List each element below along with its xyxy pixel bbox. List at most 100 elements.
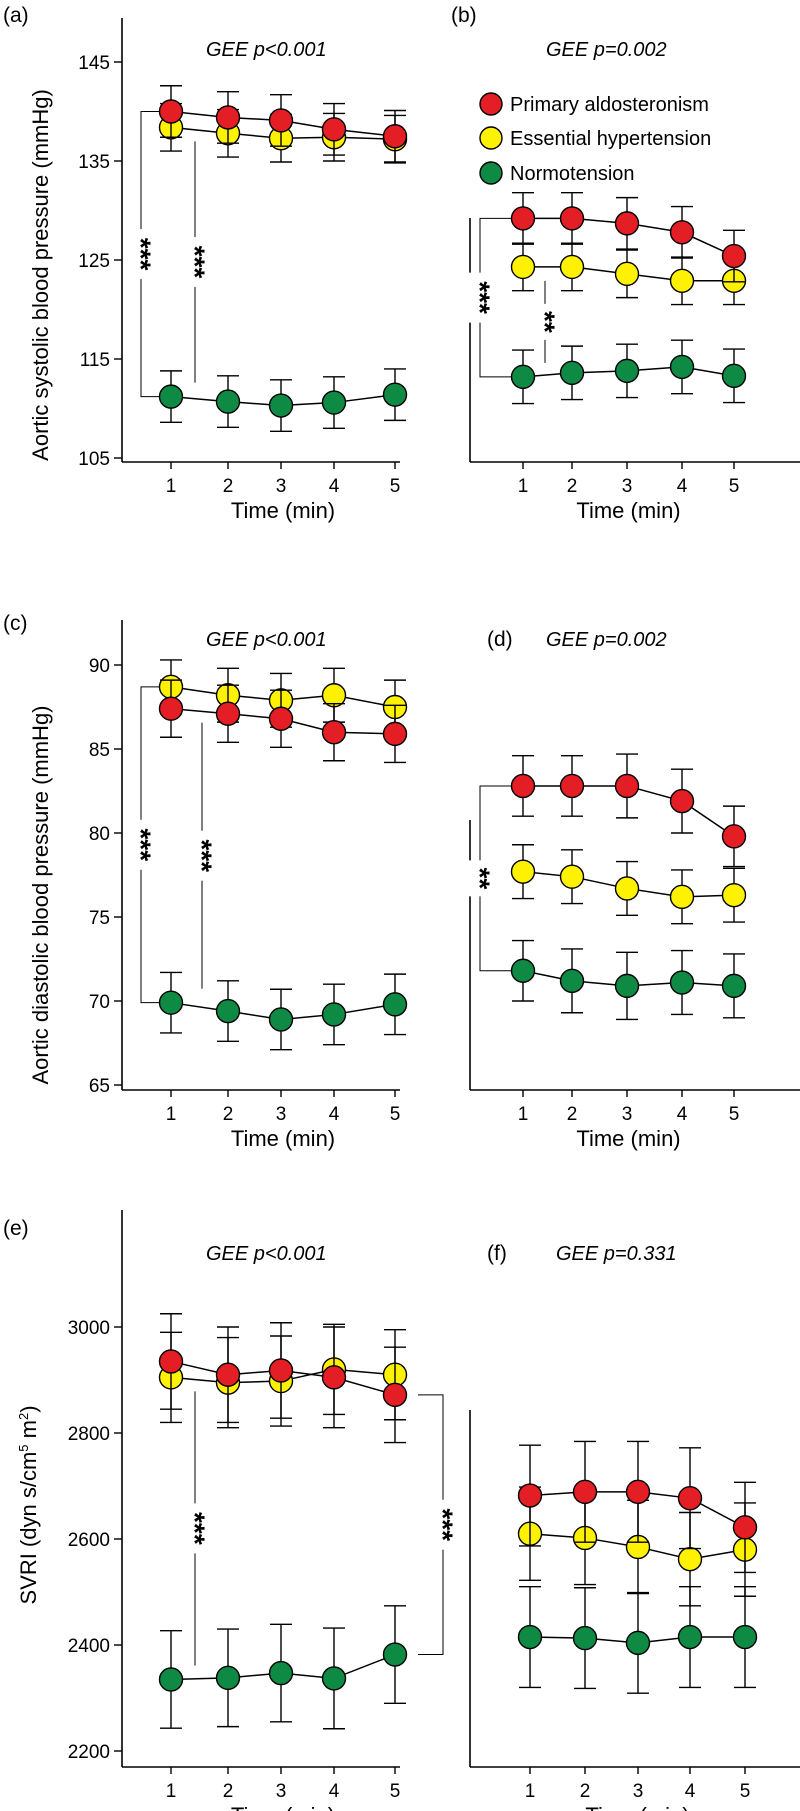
- data-point: [215, 105, 241, 130]
- y-tick-label: 85: [89, 740, 110, 761]
- x-tick-label: 3: [276, 1104, 287, 1125]
- data-point: [721, 243, 747, 269]
- data-point: [721, 363, 747, 389]
- legend: Primary aldosteronism Essential hyperten…: [479, 92, 711, 185]
- data-point: [268, 1358, 294, 1383]
- significance-label: ***: [180, 246, 211, 279]
- data-point: [677, 1624, 703, 1650]
- data-point: [158, 1667, 184, 1692]
- data-point: [382, 1382, 408, 1408]
- x-tick-label: 4: [329, 1781, 340, 1802]
- x-axis-title: Time (min): [231, 498, 335, 523]
- x-tick-label: 5: [729, 476, 740, 497]
- x-tick-label: 1: [166, 1104, 177, 1125]
- x-tick-label: 5: [729, 1104, 740, 1125]
- x-tick-label: 2: [223, 1104, 234, 1125]
- data-point: [215, 701, 241, 726]
- data-point: [510, 206, 536, 231]
- x-tick-label: 2: [223, 1781, 234, 1802]
- x-tick-label: 1: [166, 476, 177, 497]
- series-normotension: [517, 1585, 758, 1694]
- x-tick-label: 4: [329, 476, 340, 497]
- significance-label: ***: [187, 839, 218, 872]
- series-primary-aldosteronism: [517, 1440, 758, 1574]
- data-point: [321, 1365, 347, 1390]
- panel-f: 1 2 3 4 5 Time (min) (f) GEE p=0.331: [469, 1242, 800, 1811]
- gee-title: GEE p=0.002: [546, 629, 667, 651]
- data-point: [625, 1630, 651, 1656]
- gee-title: GEE p=0.002: [546, 39, 667, 61]
- significance-bracket: ***: [126, 686, 168, 1004]
- data-point: [158, 99, 184, 124]
- significance-bracket: ***: [180, 1391, 211, 1666]
- y-tick-label: 3000: [68, 1318, 110, 1339]
- significance-bracket: ***: [418, 1394, 459, 1656]
- data-point: [510, 773, 536, 799]
- x-tick-label: 2: [223, 476, 234, 497]
- x-axis-title: Time (min): [576, 498, 680, 523]
- data-point: [669, 970, 695, 995]
- data-point: [669, 884, 695, 910]
- legend-item-primary-aldosteronism: Primary aldosteronism: [479, 92, 709, 116]
- data-point: [572, 1479, 598, 1505]
- y-tick-label: 125: [78, 251, 110, 272]
- x-tick-label: 3: [622, 476, 633, 497]
- x-tick-label: 1: [166, 1781, 177, 1802]
- x-tick-label: 1: [525, 1781, 536, 1802]
- data-point: [215, 1362, 241, 1387]
- x-tick-label: 3: [276, 476, 287, 497]
- y-tick-label: 90: [89, 656, 110, 677]
- data-point: [321, 720, 347, 745]
- x-axis-title: Time (min): [576, 1126, 680, 1151]
- x-tick-label: 5: [390, 1104, 401, 1125]
- data-point: [382, 1642, 408, 1667]
- significance-bracket: ***: [180, 141, 211, 383]
- significance-bracket: **: [530, 280, 561, 363]
- significance-label-bg: [183, 1503, 207, 1554]
- panel-c: 65 70 75 80 85 90 1 2 3 4 5 Time (min) (c) GEE p<0.00…: [3, 612, 408, 1151]
- x-tick-label: 2: [567, 476, 578, 497]
- data-point: [158, 696, 184, 721]
- data-point: [510, 958, 536, 983]
- panel-label: (a): [3, 4, 29, 27]
- data-point: [721, 973, 747, 999]
- legend-item-normotension: Normotension: [479, 161, 635, 185]
- series-primary-aldosteronism: [510, 191, 747, 283]
- significance-label-bg: [190, 830, 214, 881]
- x-tick-label: 1: [518, 476, 529, 497]
- x-tick-label: 4: [685, 1781, 696, 1802]
- significance-label-bg: [129, 819, 153, 870]
- series-essential-hypertension: [510, 242, 747, 306]
- data-point: [517, 1624, 543, 1650]
- legend-marker-primary-aldosteronism: [479, 92, 503, 116]
- panel-label: (c): [3, 612, 28, 635]
- y-tick-label: 105: [78, 449, 110, 470]
- data-point: [559, 773, 585, 799]
- series-normotension: [158, 971, 408, 1051]
- data-point: [559, 206, 585, 231]
- data-point: [268, 1660, 294, 1686]
- series-primary-aldosteronism: [510, 753, 747, 868]
- data-point: [510, 364, 536, 390]
- x-tick-label: 4: [329, 1104, 340, 1125]
- data-point: [559, 864, 585, 889]
- x-axis-title: Time (min): [585, 1803, 689, 1811]
- significance-bracket: ***: [187, 722, 218, 989]
- row-title-systolic: Aortic systolic blood pressure (mmHg): [28, 89, 53, 461]
- series-primary-aldosteronism: [158, 679, 408, 764]
- x-tick-label: 3: [622, 1104, 633, 1125]
- x-tick-label: 1: [518, 1104, 529, 1125]
- data-point: [669, 268, 695, 293]
- significance-label-bg: [533, 303, 557, 340]
- series-normotension: [510, 339, 747, 405]
- series-normotension: [158, 368, 408, 432]
- data-point: [382, 721, 408, 747]
- legend-marker-essential-hypertension: [479, 126, 503, 150]
- data-point: [614, 261, 640, 287]
- data-point: [268, 706, 294, 731]
- y-tick-label: 70: [89, 992, 110, 1013]
- panel-label: (d): [487, 628, 513, 651]
- data-point: [517, 1483, 543, 1508]
- data-point: [732, 1624, 758, 1650]
